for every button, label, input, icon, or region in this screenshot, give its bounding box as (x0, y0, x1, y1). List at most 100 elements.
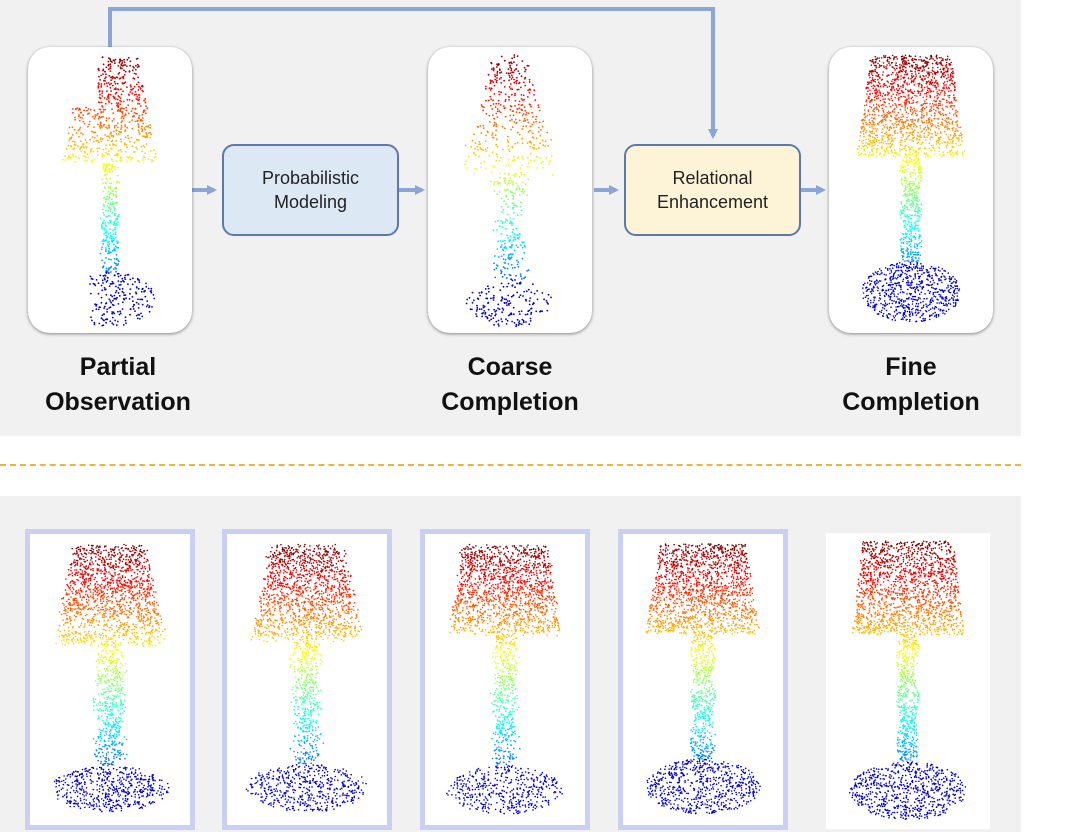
point (875, 155, 878, 157)
point (84, 139, 87, 141)
point (96, 154, 99, 156)
point (111, 600, 114, 603)
point (534, 99, 537, 102)
point (899, 211, 901, 213)
point (928, 318, 931, 321)
point (100, 140, 103, 143)
point (111, 316, 114, 319)
point (515, 68, 517, 70)
point (899, 120, 901, 122)
point (899, 141, 901, 143)
point (518, 313, 521, 315)
point (115, 160, 117, 162)
point (921, 269, 924, 271)
point (504, 93, 507, 96)
point (869, 126, 871, 128)
point (89, 151, 92, 153)
point (529, 129, 531, 132)
point (920, 83, 923, 86)
point (929, 94, 931, 97)
point (952, 129, 954, 131)
point (884, 278, 887, 280)
point (939, 100, 942, 103)
point (489, 79, 492, 82)
point (921, 111, 923, 113)
point (918, 234, 921, 236)
point (947, 284, 949, 287)
point (945, 300, 947, 302)
point (95, 593, 97, 596)
point (113, 258, 116, 260)
point (147, 158, 150, 160)
point (906, 293, 908, 295)
point (513, 56, 516, 59)
point (119, 66, 122, 69)
point (886, 56, 889, 59)
point (115, 285, 117, 288)
point (521, 156, 524, 158)
point (874, 308, 876, 310)
point (526, 64, 529, 67)
point (109, 210, 112, 213)
point (952, 136, 954, 139)
point (509, 119, 511, 122)
point (925, 95, 928, 97)
point (878, 268, 881, 270)
point (860, 131, 862, 134)
point (908, 188, 911, 190)
point (495, 129, 497, 132)
point (950, 149, 953, 151)
point (918, 162, 921, 165)
point (914, 295, 917, 298)
point (905, 276, 907, 279)
point (505, 72, 508, 74)
point (96, 598, 98, 600)
point (106, 311, 108, 313)
point (945, 61, 948, 64)
point (105, 229, 108, 231)
point (900, 288, 902, 291)
point (912, 278, 915, 280)
point (122, 90, 124, 93)
point (515, 64, 518, 66)
point (148, 306, 150, 309)
point (948, 128, 951, 130)
point (935, 56, 938, 58)
point (934, 291, 936, 294)
point (517, 261, 520, 263)
point (887, 143, 889, 145)
point (914, 192, 916, 194)
point (550, 296, 552, 299)
point (91, 617, 94, 620)
point (927, 91, 929, 93)
point (514, 175, 517, 178)
point (113, 154, 116, 157)
point (107, 210, 110, 212)
point (904, 96, 906, 98)
point (496, 70, 499, 73)
point (115, 124, 118, 127)
point (920, 282, 922, 285)
point (489, 89, 492, 91)
point (898, 93, 900, 95)
point (896, 73, 899, 76)
point (122, 324, 125, 326)
point (936, 91, 938, 93)
point (906, 107, 909, 109)
point (97, 112, 99, 115)
point (114, 297, 117, 300)
point (900, 167, 902, 169)
point (117, 588, 119, 591)
point (917, 170, 920, 172)
point (495, 81, 498, 84)
point (512, 239, 515, 242)
point (893, 79, 896, 82)
point (144, 620, 147, 623)
point (79, 126, 82, 129)
point (935, 54, 938, 57)
point (115, 140, 118, 142)
point (937, 93, 940, 95)
point (871, 117, 873, 119)
point (107, 190, 110, 193)
point (506, 304, 508, 306)
